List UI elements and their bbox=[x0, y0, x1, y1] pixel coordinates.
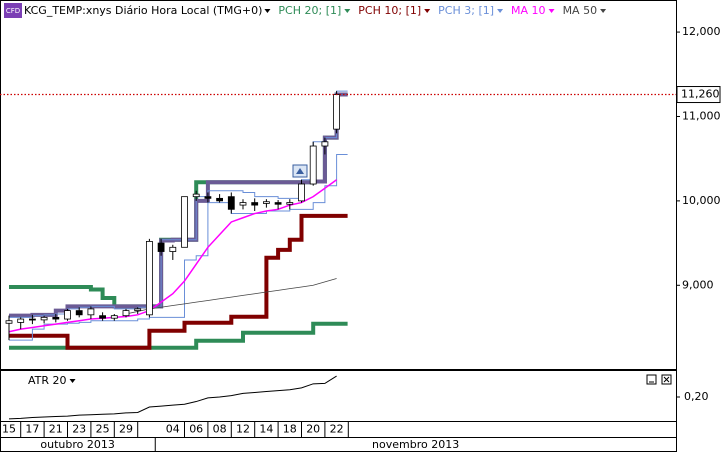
month-label: outubro 2013 bbox=[40, 438, 114, 451]
minimize-button[interactable] bbox=[646, 374, 657, 385]
legend-arrow bbox=[69, 379, 76, 383]
candle-body bbox=[122, 310, 130, 317]
candle-body bbox=[239, 202, 247, 206]
chart-title[interactable]: KCG_TEMP:xnys Diário Hora Local (TMG+0) bbox=[24, 4, 262, 17]
legend-arrow bbox=[424, 9, 431, 13]
y-tick-label: 12,000 bbox=[682, 25, 721, 38]
indicator-line bbox=[8, 179, 338, 333]
price-panel-frame bbox=[0, 0, 677, 370]
candle-body bbox=[251, 202, 259, 206]
indicator-line bbox=[125, 278, 337, 315]
event-icon-glyph bbox=[296, 168, 304, 174]
indicator-line bbox=[9, 153, 348, 341]
candle-body bbox=[274, 202, 282, 205]
candle-body bbox=[204, 196, 212, 199]
candle-body bbox=[169, 246, 177, 252]
candle-body bbox=[181, 196, 188, 248]
candle-body bbox=[87, 308, 95, 316]
candle-body bbox=[227, 196, 235, 210]
candle-body bbox=[64, 310, 71, 320]
candle-body bbox=[262, 201, 270, 204]
legend-entry[interactable]: MA 50 bbox=[563, 4, 598, 17]
cfd-icon bbox=[4, 3, 22, 18]
x-tick-label: 25 bbox=[96, 423, 110, 436]
cfd-icon-text: CFD bbox=[6, 7, 20, 15]
candle-body bbox=[5, 320, 13, 324]
atr-y-tick-label: 0,20 bbox=[684, 390, 709, 403]
candle-body bbox=[192, 193, 200, 198]
last-price-label: 11,260 bbox=[681, 88, 720, 101]
x-tick-label: 22 bbox=[330, 423, 344, 436]
candle-body bbox=[40, 316, 48, 321]
y-tick-label: 11,000 bbox=[682, 109, 721, 122]
x-tick-label: 15 bbox=[2, 423, 16, 436]
legend-entry[interactable]: MA 10 bbox=[511, 4, 546, 17]
legend-arrow bbox=[344, 9, 351, 13]
x-tick-label: 08 bbox=[213, 423, 227, 436]
x-tick-label: 17 bbox=[25, 423, 39, 436]
close-icon bbox=[663, 376, 670, 383]
y-tick-label: 10,000 bbox=[682, 194, 721, 207]
legend-arrow bbox=[548, 9, 555, 13]
legend-arrow bbox=[600, 9, 607, 13]
candle-body bbox=[75, 310, 83, 316]
atr-legend[interactable]: ATR 20 bbox=[28, 374, 67, 387]
x-tick-label: 04 bbox=[166, 423, 180, 436]
candle-body bbox=[333, 94, 341, 130]
x-tick-label: 29 bbox=[119, 423, 133, 436]
y-tick-label: 9,000 bbox=[682, 278, 714, 291]
legend-entry[interactable]: PCH 20; [1] bbox=[278, 4, 341, 17]
atr-line bbox=[8, 375, 337, 420]
candle-body bbox=[99, 315, 106, 319]
month-label: novembro 2013 bbox=[372, 438, 459, 451]
x-tick-label: 23 bbox=[72, 423, 86, 436]
x-tick-label: 06 bbox=[189, 423, 203, 436]
legend-entry[interactable]: PCH 10; [1] bbox=[358, 4, 421, 17]
candle-body bbox=[157, 242, 165, 252]
candle-body bbox=[298, 183, 305, 202]
x-tick-label: 14 bbox=[259, 423, 273, 436]
legend-entry[interactable]: PCH 3; [1] bbox=[438, 4, 494, 17]
candle-body bbox=[216, 197, 224, 202]
x-tick-label: 12 bbox=[236, 423, 250, 436]
candle-body bbox=[145, 240, 153, 316]
legend-arrow bbox=[497, 9, 504, 13]
candle-body bbox=[52, 316, 60, 320]
last-price-box bbox=[676, 86, 721, 104]
candle-body bbox=[321, 141, 329, 147]
candle-body bbox=[134, 308, 142, 312]
x-tick-label: 21 bbox=[49, 423, 63, 436]
candle-body bbox=[110, 315, 118, 319]
legend-arrow bbox=[264, 9, 271, 13]
candle-body bbox=[309, 145, 317, 185]
indicator-line bbox=[9, 213, 348, 350]
candle-body bbox=[28, 318, 36, 321]
close-button[interactable] bbox=[661, 374, 672, 385]
x-tick-label: 20 bbox=[306, 423, 320, 436]
candle-body bbox=[286, 202, 294, 205]
x-tick-label: 18 bbox=[283, 423, 297, 436]
candle-body bbox=[17, 318, 25, 323]
